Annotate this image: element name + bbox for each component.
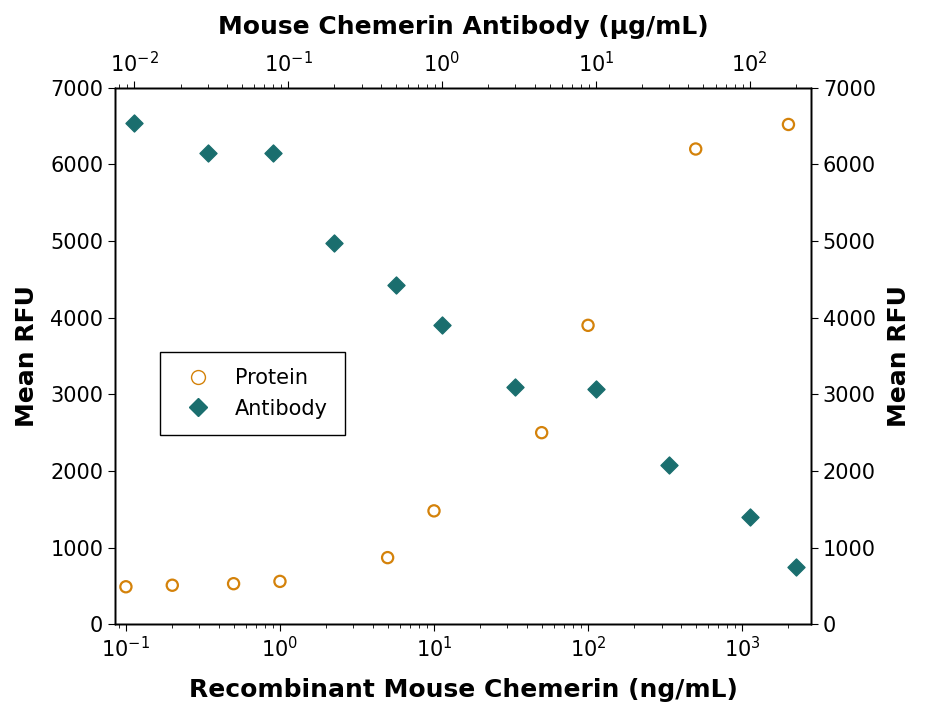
Point [588, 383, 603, 394]
Point [127, 117, 142, 128]
Point [789, 561, 804, 573]
Point [200, 147, 215, 158]
Point [534, 427, 549, 438]
Point [434, 320, 449, 331]
Point [743, 511, 757, 523]
Point [272, 576, 287, 587]
Point [327, 237, 342, 249]
Point [266, 147, 281, 158]
Point [662, 459, 677, 470]
Point [165, 579, 180, 591]
X-axis label: Recombinant Mouse Chemerin (ng/mL): Recombinant Mouse Chemerin (ng/mL) [189, 678, 737, 702]
Point [581, 320, 595, 331]
Point [119, 581, 133, 592]
Y-axis label: Mean RFU: Mean RFU [15, 285, 39, 427]
Point [388, 280, 403, 291]
Point [381, 552, 395, 564]
Y-axis label: Mean RFU: Mean RFU [887, 285, 911, 427]
Legend: Protein, Antibody: Protein, Antibody [160, 352, 344, 435]
Point [226, 578, 241, 589]
Point [427, 505, 442, 517]
Point [508, 381, 523, 392]
Point [781, 119, 795, 130]
Point [688, 143, 703, 155]
X-axis label: Mouse Chemerin Antibody (μg/mL): Mouse Chemerin Antibody (μg/mL) [218, 15, 708, 39]
